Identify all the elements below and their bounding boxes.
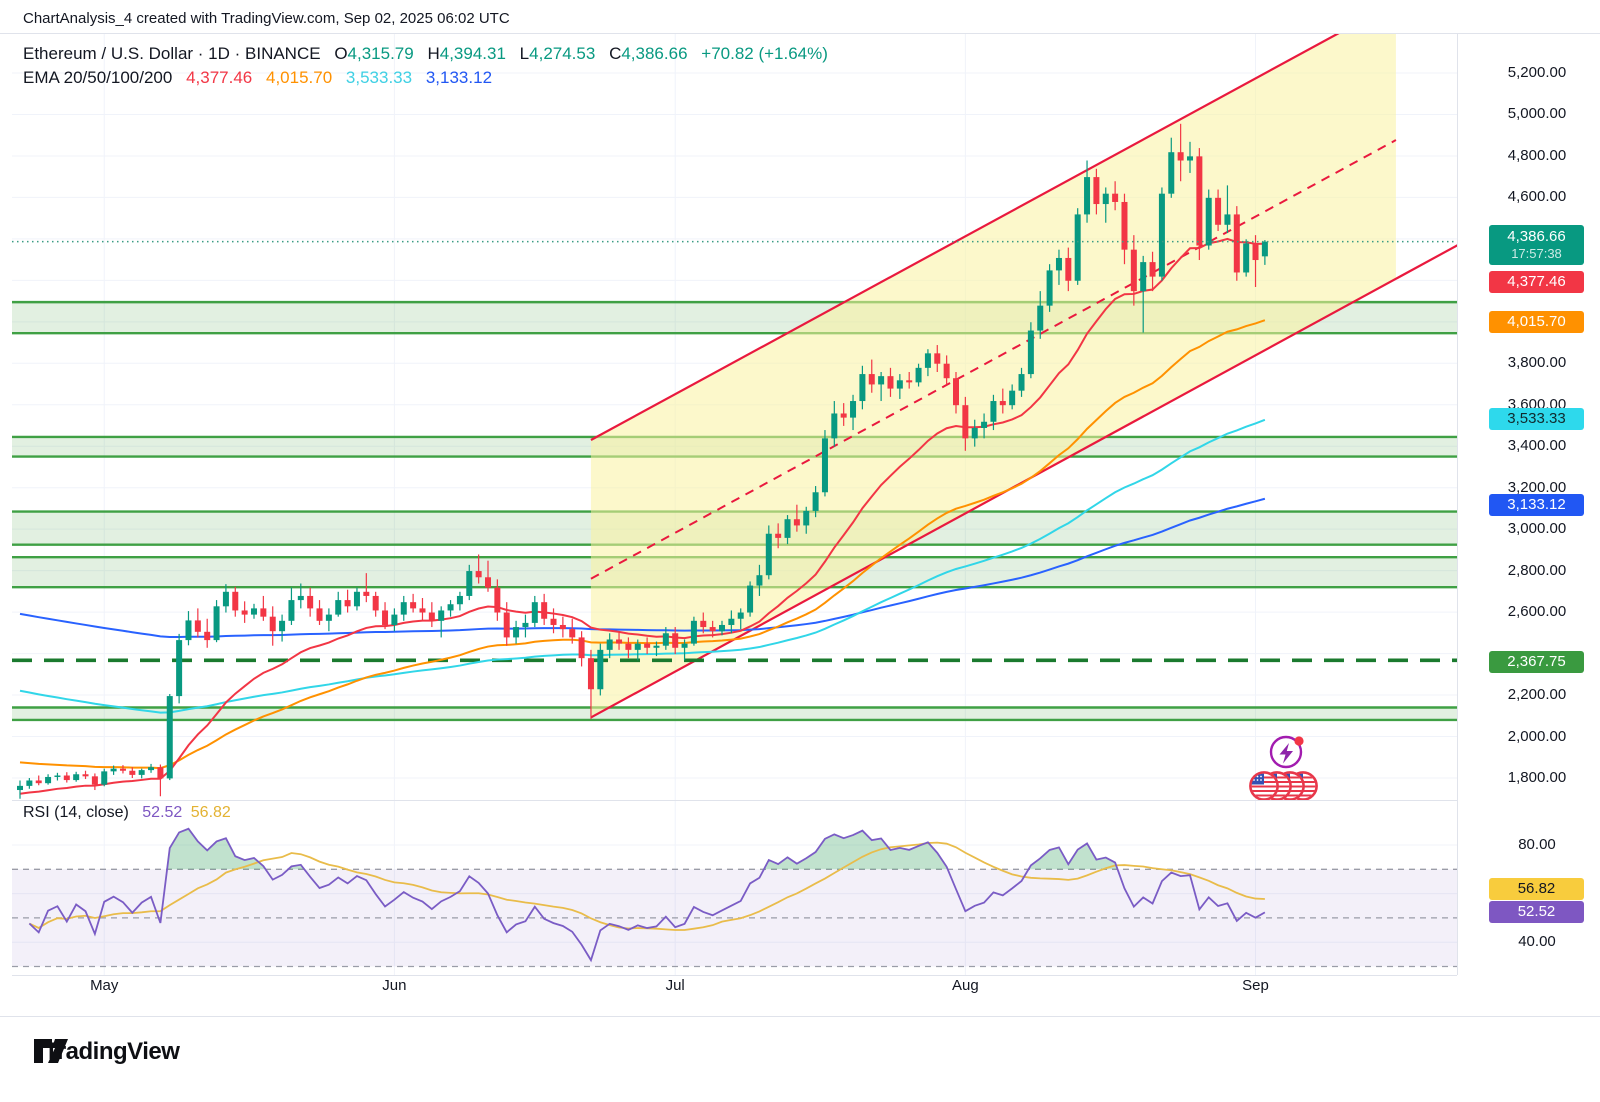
rsi-overbought-fill xyxy=(763,830,948,870)
rsi-overbought-fill xyxy=(288,864,305,870)
price-tick-label: 3,800.00 xyxy=(1507,354,1567,372)
rsi-ma-badge: 56.82 xyxy=(1489,878,1584,900)
rsi-ma-value: 56.82 xyxy=(190,804,231,821)
ema20-line xyxy=(19,237,1265,795)
rsi-overbought-fill xyxy=(167,828,266,870)
low-label: L xyxy=(519,44,530,63)
rsi-tick-label: 40.00 xyxy=(1518,933,1556,951)
tradingview-logo[interactable]: TradingView xyxy=(34,1038,180,1066)
month-label-sep[interactable]: Sep xyxy=(1242,977,1269,994)
candles-layer xyxy=(17,123,1268,799)
main-pane xyxy=(12,33,1457,799)
chart-title: ChartAnalysis_4 created with TradingView… xyxy=(23,10,510,27)
ema50-line xyxy=(19,319,1266,770)
close-label: C xyxy=(609,44,622,63)
price-tick-label: 1,800.00 xyxy=(1507,769,1567,786)
rsi-badge: 52.52 xyxy=(1489,901,1584,923)
high-value: 4,394.31 xyxy=(439,44,506,63)
rsi-line xyxy=(28,827,1266,963)
ema20-value: 4,377.46 xyxy=(186,68,253,87)
symbol-name[interactable]: Ethereum / U.S. Dollar · 1D · BINANCE xyxy=(23,44,321,63)
high-label: H xyxy=(427,44,440,63)
ema20-price-badge: 4,377.46 xyxy=(1489,271,1584,293)
tradingview-logo-text: TradingView xyxy=(44,1038,180,1065)
month-label-jul[interactable]: Jul xyxy=(665,977,685,994)
time-axis-divider xyxy=(12,975,1457,976)
countdown-timer: 17:57:38 xyxy=(1511,246,1562,261)
month-label-may[interactable]: May xyxy=(90,977,119,994)
ema50-value: 4,015.70 xyxy=(266,68,333,87)
symbol-legend[interactable]: Ethereum / U.S. Dollar · 1D · BINANCE O4… xyxy=(23,44,828,64)
month-label-jun[interactable]: Jun xyxy=(382,977,407,994)
ema-lines xyxy=(19,237,1266,795)
rsi-label: RSI (14, close) xyxy=(23,804,129,821)
price-tick-label: 2,000.00 xyxy=(1507,727,1567,745)
rsi-tick-label: 80.00 xyxy=(1518,836,1556,853)
low-value: 4,274.53 xyxy=(529,44,596,63)
rsi-pane xyxy=(12,827,1457,968)
ema200-line xyxy=(19,497,1266,638)
support-level-badge: 2,367.75 xyxy=(1489,651,1584,673)
ema-legend[interactable]: EMA 20/50/100/200 4,377.46 4,015.70 3,53… xyxy=(23,68,492,88)
price-tick-label: 4,600.00 xyxy=(1507,188,1567,206)
price-tick-label: 3,400.00 xyxy=(1507,437,1567,455)
price-tick-label: 5,000.00 xyxy=(1507,105,1567,123)
price-tick-label: 2,600.00 xyxy=(1507,603,1567,621)
footer-divider xyxy=(0,1016,1600,1017)
ema50-price-badge: 4,015.70 xyxy=(1489,311,1584,333)
price-tick-label: 2,800.00 xyxy=(1507,561,1567,579)
price-tick-label: 5,200.00 xyxy=(1507,64,1567,81)
ema100-value: 3,533.33 xyxy=(345,68,413,87)
price-tick-label: 3,200.00 xyxy=(1507,478,1567,496)
close-value: 4,386.66 xyxy=(621,44,688,63)
open-label: O xyxy=(334,44,348,63)
price-tick-label: 2,200.00 xyxy=(1507,686,1567,704)
rsi-legend[interactable]: RSI (14, close) 52.52 56.82 xyxy=(23,804,231,822)
ema200-price-badge: 3,133.12 xyxy=(1489,494,1584,516)
month-label-aug[interactable]: Aug xyxy=(952,977,979,994)
header-divider xyxy=(0,33,1600,34)
last-price-badge: 4,386.66 17:57:38 xyxy=(1489,225,1584,265)
price-axis-divider xyxy=(1457,33,1458,975)
tradingview-logo-icon xyxy=(34,1039,68,1063)
ema100-price-badge: 3,533.33 xyxy=(1489,408,1584,430)
rsi-value: 52.52 xyxy=(142,804,183,821)
open-value: 4,315.79 xyxy=(347,44,414,63)
pane-divider[interactable] xyxy=(12,800,1457,801)
ascending-channel xyxy=(590,33,1457,719)
ema200-value: 3,133.12 xyxy=(425,68,493,87)
price-tick-label: 3,000.00 xyxy=(1507,520,1567,538)
change-value: +70.82 (+1.64%) xyxy=(701,44,828,63)
price-tick-label: 4,800.00 xyxy=(1507,146,1567,164)
ema-label: EMA 20/50/100/200 xyxy=(23,68,173,87)
